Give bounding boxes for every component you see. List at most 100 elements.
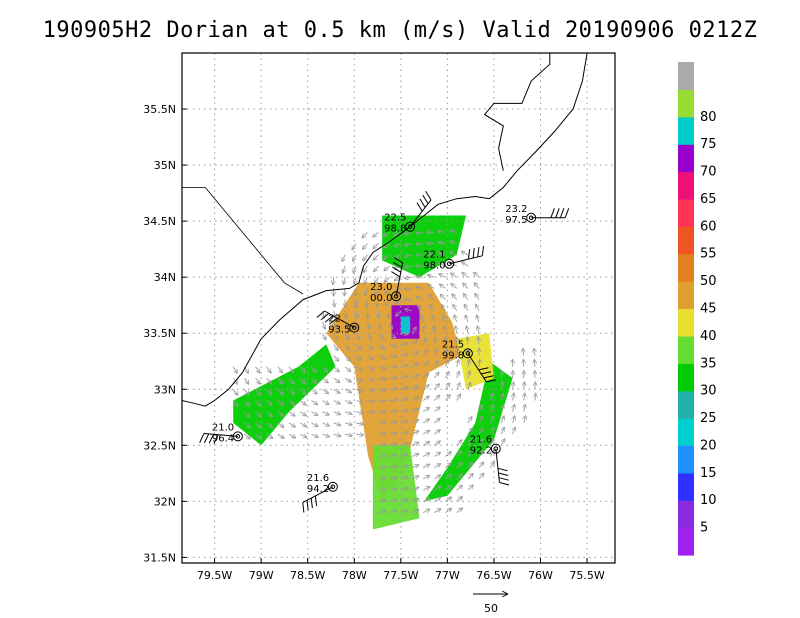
wind-vector-44 [299, 377, 305, 383]
wind-barb-flag [498, 472, 509, 476]
latitude-ticks: 31.5N 32N 32.5N 33N 33.5N 34N 34.5N 35N 35.5N [143, 103, 187, 564]
lon-tick-label-3: 78W [342, 569, 367, 582]
wind-vector-242 [422, 396, 429, 401]
wind-vector-167 [389, 389, 397, 390]
station-8: 22.93.5 [316, 310, 360, 336]
wind-vector-165 [389, 411, 397, 412]
wind-vector-26 [277, 422, 284, 427]
wind-vector-69 [333, 366, 339, 372]
wind-barb-staff [203, 433, 238, 437]
wind-vector-147 [379, 321, 381, 329]
wind-vector-98 [355, 401, 363, 403]
wind-vector-348 [462, 252, 469, 256]
colorbar-label-4: 25 [700, 411, 717, 426]
wind-barb-flag [306, 500, 309, 511]
wind-vector-281 [427, 254, 435, 255]
wind-vector-173 [390, 321, 392, 329]
wind-vector-56 [322, 400, 329, 405]
wind-vector-292 [445, 372, 449, 379]
wind-vector-344 [464, 294, 469, 300]
wind-vector-375 [501, 405, 503, 412]
wind-vector-269 [434, 384, 439, 390]
wind-vector-310 [456, 463, 462, 469]
wind-vector-389 [524, 382, 525, 390]
wind-vector-175 [386, 299, 391, 306]
wind-vector-102 [355, 355, 361, 361]
wind-vector-288 [445, 463, 452, 469]
colorbar-label-5: 30 [700, 384, 717, 399]
wind-vector-161 [389, 455, 397, 456]
wind-vector-43 [300, 388, 305, 394]
wind-vector-181 [384, 231, 390, 236]
wind-vector-284 [445, 509, 452, 513]
wind-vector-171 [389, 344, 397, 347]
wind-vector-191 [400, 410, 408, 412]
wind-vector-366 [489, 451, 494, 457]
wind-vector-198 [400, 333, 408, 334]
station-label-top: 22. [328, 314, 344, 325]
wind-barb-flag [416, 202, 423, 212]
wind-vector-258 [434, 509, 440, 513]
colorbar-label-15: 80 [700, 110, 717, 125]
wind-vector-223 [411, 328, 416, 334]
station-label-bottom: 94.2 [307, 484, 329, 495]
wind-vector-149 [377, 299, 379, 307]
wind-vector-158 [389, 489, 397, 491]
station-ring-outer [462, 348, 473, 359]
wind-vector-27 [277, 411, 283, 416]
wind-vector-369 [490, 417, 493, 424]
wind-vector-341 [467, 326, 468, 334]
wind-vector-268 [434, 396, 439, 401]
lat-tick-label-3: 33N [154, 383, 176, 396]
wind-vector-37 [288, 377, 294, 383]
station-ring-outer [391, 291, 402, 302]
wind-vector-300 [440, 284, 446, 289]
station-label-top: 23.2 [505, 204, 527, 215]
wind-vector-20 [266, 411, 272, 417]
wind-vector-109 [354, 277, 356, 284]
wind-vector-131 [378, 500, 386, 501]
wind-barb-flag [478, 367, 489, 371]
wind-vector-47 [311, 422, 317, 426]
wind-vector-276 [430, 305, 435, 312]
wind-vector-351 [478, 451, 483, 457]
wind-vector-141 [378, 389, 386, 390]
wind-vector-60 [323, 333, 326, 339]
wind-vector-331 [467, 463, 473, 469]
lon-tick-label-5: 77W [435, 569, 460, 582]
wind-vector-11 [255, 433, 262, 438]
station-ring-inner [330, 484, 336, 490]
wind-vector-15 [255, 389, 261, 394]
wind-vector-199 [396, 310, 402, 316]
wind-vector-311 [456, 452, 462, 457]
colorbar-label-12: 65 [700, 192, 717, 207]
wind-vector-96 [356, 423, 363, 424]
wind-vector-77 [333, 277, 334, 284]
wind-vector-342 [466, 315, 468, 323]
wind-vector-63 [333, 434, 341, 436]
colorbar-label-3: 20 [700, 438, 717, 453]
wind-vector-305 [439, 231, 446, 232]
colorbar-swatch-15 [678, 116, 694, 145]
wind-barb-flag [302, 502, 305, 513]
wind-vector-101 [355, 366, 362, 371]
wind-vector-160 [389, 466, 397, 468]
wind-vector-301 [439, 274, 446, 277]
wind-barb-flag [324, 315, 334, 323]
wind-vector-134 [378, 467, 386, 468]
wind-vector-234 [422, 487, 429, 490]
lon-tick-label-0: 79.5W [197, 569, 232, 582]
wind-vector-182 [400, 510, 408, 512]
wind-barb-flag [483, 375, 494, 379]
wind-vector-335 [467, 417, 472, 424]
wind-barb-flag [472, 248, 475, 259]
wind-barb-flag [467, 249, 471, 260]
wind-vector-230 [405, 244, 413, 246]
wind-vector-256 [416, 244, 424, 245]
wind-barb-staff [495, 448, 500, 483]
wind-vector-40 [300, 422, 306, 427]
wind-vector-142 [378, 378, 386, 379]
station-2: 22.198.0 [423, 245, 485, 272]
colorbar-swatch-4 [678, 418, 694, 447]
wind-vector-48 [311, 411, 317, 416]
